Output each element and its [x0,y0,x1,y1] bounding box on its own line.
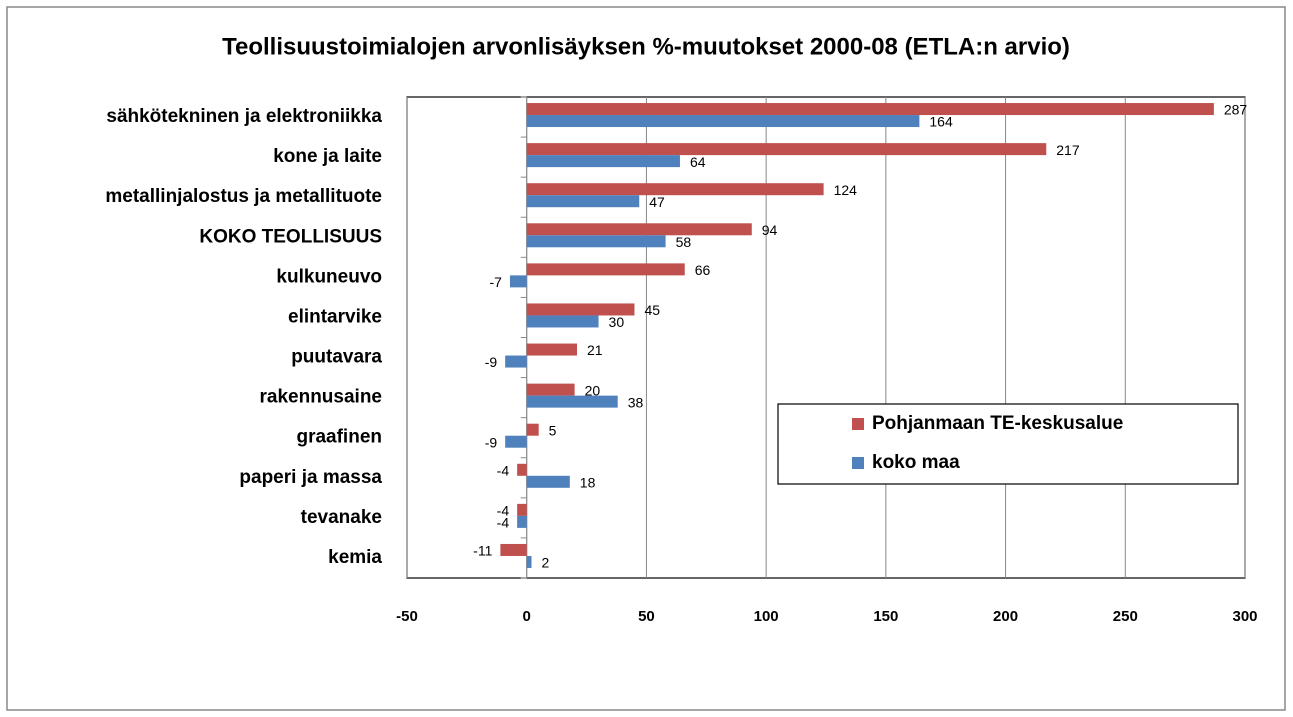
y-tick-label: kone ja laite [273,146,382,167]
data-label: 164 [929,114,953,130]
data-label: -7 [490,274,503,290]
data-label: -9 [485,354,498,370]
bar [509,275,527,288]
x-tick-label: 0 [523,608,531,625]
data-label: 66 [695,262,711,278]
bar [526,183,824,196]
data-label: -11 [473,543,492,559]
x-tick-label: -50 [396,608,418,625]
bar [526,263,685,276]
bar [500,543,527,556]
data-label: 38 [628,394,644,410]
data-label: -4 [497,515,510,531]
data-label: 287 [1224,102,1248,118]
data-label: 217 [1056,142,1080,158]
data-label: 64 [690,154,706,170]
bar [517,515,527,528]
x-tick-label: 100 [754,608,779,625]
bar [526,395,618,408]
y-tick-label: kulkuneuvo [276,266,382,287]
bar [526,235,666,248]
bar [526,143,1047,156]
y-tick-label: KOKO TEOLLISUUS [199,226,382,247]
bar [526,115,920,128]
y-tick-label: puutavara [291,347,382,368]
bar [505,355,527,368]
y-tick-label: elintarvike [288,306,382,327]
x-tick-label: 150 [873,608,898,625]
data-label: 2 [542,555,550,571]
bar [517,503,527,516]
x-tick-label: 250 [1113,608,1138,625]
y-tick-label: sähkötekninen ja elektroniikka [106,106,382,127]
data-label: 30 [609,314,625,330]
bar [526,223,752,236]
bar [526,475,570,488]
y-tick-label: rakennusaine [260,387,383,408]
bar [526,555,532,568]
data-label: 124 [834,182,858,198]
legend-swatch [852,457,864,469]
x-tick-label: 300 [1232,608,1257,625]
data-label: 45 [644,302,660,318]
y-tick-label: metallinjalostus ja metallituote [105,186,382,207]
bar [526,195,640,208]
chart-title: Teollisuustoimialojen arvonlisäyksen %-m… [222,33,1070,60]
data-label: 18 [580,474,596,490]
data-label: 47 [649,194,665,210]
legend-label: Pohjanmaan TE-keskusalue [872,413,1123,434]
x-tick-label: 50 [638,608,655,625]
bar [526,103,1214,116]
bar [526,315,599,328]
bar [526,383,575,396]
legend-box [777,403,1239,485]
y-tick-label: paperi ja massa [239,467,382,488]
bar [517,463,527,476]
data-label: -9 [485,434,498,450]
bar [505,435,527,448]
plot-area [406,96,1246,579]
y-tick-label: tevanake [301,507,382,528]
data-label: 5 [549,422,557,438]
bar [526,343,577,356]
y-tick-label: kemia [328,547,382,568]
data-label: 58 [676,234,692,250]
x-tick-label: 200 [993,608,1018,625]
data-label: -4 [497,503,510,519]
data-label: 94 [762,222,778,238]
bar [526,303,635,316]
data-label: -4 [497,462,510,478]
bar [526,423,539,436]
y-tick-label: graafinen [296,427,382,448]
legend-swatch [852,418,864,430]
bar [526,155,680,168]
legend-label: koko maa [872,452,960,473]
data-label: 21 [587,342,603,358]
data-label: 20 [585,382,601,398]
